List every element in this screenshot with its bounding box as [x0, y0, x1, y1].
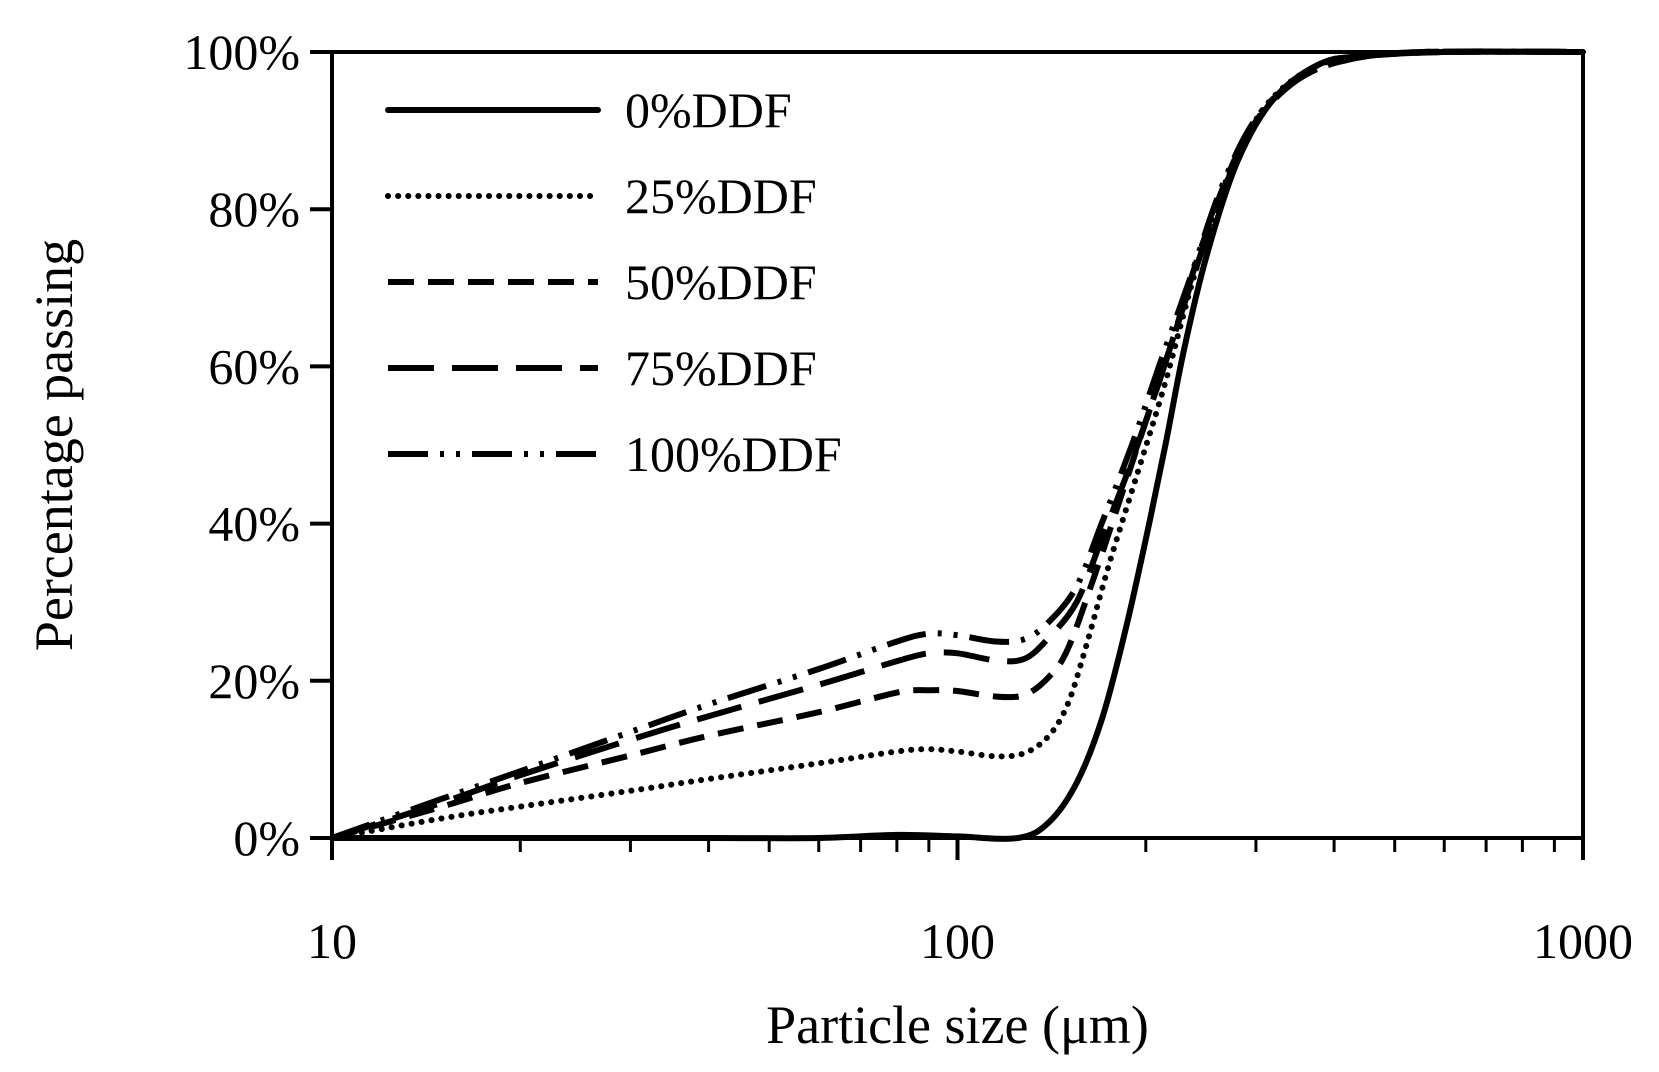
y-tick-label: 80% [208, 181, 300, 237]
legend-label: 25%DDF [625, 168, 817, 224]
series-line-100pct-ddf [331, 48, 1584, 841]
y-tick-label: 0% [233, 810, 300, 866]
legend-label: 0%DDF [625, 82, 792, 138]
plot-frame [330, 50, 1585, 840]
series-line-75pct-ddf [331, 48, 1584, 841]
series-line-0pct-ddf [329, 48, 1586, 842]
y-tick-label: 40% [208, 496, 300, 552]
legend-label: 100%DDF [625, 426, 842, 482]
series-line-25pct-ddf [329, 48, 1586, 841]
y-axis-title: Percentage passing [24, 239, 84, 651]
legend-label: 50%DDF [625, 254, 817, 310]
y-tick-label: 60% [208, 338, 300, 394]
y-tick-label: 100% [183, 24, 300, 80]
ticks-layer: 0% 20% 40% 60% 80% 100% 10 100 1000 [183, 24, 1633, 969]
series-line-50pct-ddf [331, 48, 1584, 841]
x-axis-title: Particle size (μm) [766, 995, 1149, 1055]
series-layer [329, 48, 1586, 842]
y-tick-label: 20% [208, 653, 300, 709]
x-tick-label: 10 [307, 913, 357, 969]
legend-label: 75%DDF [625, 340, 817, 396]
x-tick-label: 1000 [1533, 913, 1633, 969]
x-tick-label: 100 [920, 913, 995, 969]
legend: 0%DDF 25%DDF 50%DDF 75%DDF 100%DDF [385, 82, 842, 482]
